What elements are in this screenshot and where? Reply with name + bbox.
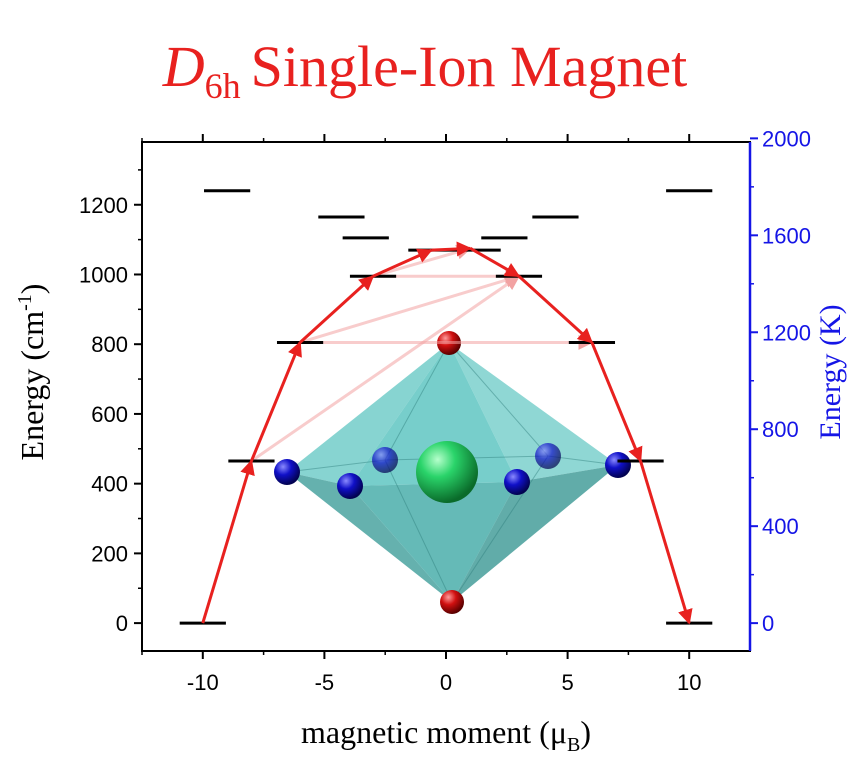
y-left-tick-label: 200 — [91, 541, 128, 566]
y-right-tick-label: 1200 — [762, 320, 811, 345]
y-right-tick-label: 400 — [762, 514, 799, 539]
equatorial-atom — [535, 443, 561, 469]
chart-title: D6h Single-Ion Magnet — [162, 34, 687, 106]
relaxation-arrow — [469, 247, 521, 278]
y-left-tick-label: 600 — [91, 402, 128, 427]
relaxation-arrow — [201, 459, 255, 624]
y-left-tick-label: 1200 — [79, 193, 128, 218]
octahedron-edge — [384, 459, 453, 603]
relaxation-arrow — [590, 341, 643, 463]
faded-transition — [299, 272, 521, 344]
title-rest: Single-Ion Magnet — [251, 34, 688, 99]
y-left-tick-label: 400 — [91, 472, 128, 497]
y-axis-left: 0 200 400 600 800 1000 1200 — [79, 169, 142, 636]
octahedron-edge — [384, 342, 450, 461]
relaxation-arrow — [639, 460, 693, 625]
x-tick-label: 0 — [440, 670, 452, 695]
y-right-tick-label: 1600 — [762, 223, 811, 248]
faded-transition — [250, 274, 521, 463]
y-right-tick-label: 2000 — [762, 126, 811, 151]
relaxation-path — [201, 241, 693, 625]
faded-transition — [372, 244, 472, 278]
axial-atom — [440, 590, 464, 614]
octahedron-face — [449, 343, 618, 482]
y-axis-right: 0 400 800 1200 1600 2000 — [750, 126, 811, 636]
relaxation-arrow — [250, 341, 302, 462]
octahedron-edge — [448, 342, 549, 457]
relaxation-arrow — [431, 241, 472, 257]
x-tick-label: 10 — [677, 670, 701, 695]
y-axis-left-title: Energy (cm-1) — [14, 284, 50, 461]
x-tick-label: -5 — [315, 670, 335, 695]
equatorial-atom — [274, 459, 300, 485]
relaxation-arrow — [372, 248, 433, 278]
octahedron-face — [350, 482, 517, 602]
relaxation-arrow — [299, 275, 375, 344]
y-left-tick-label: 0 — [116, 611, 128, 636]
equatorial-atom — [504, 469, 530, 495]
equatorial-atom — [372, 447, 398, 473]
y-right-tick-label: 800 — [762, 417, 799, 442]
equatorial-atom — [605, 452, 631, 478]
relaxation-arrow — [517, 275, 594, 344]
central-atom — [416, 441, 478, 503]
y-left-tick-label: 1000 — [79, 262, 128, 287]
title-subscript: 6h — [205, 66, 241, 106]
x-tick-label: -10 — [187, 670, 219, 695]
octahedron-face — [287, 472, 452, 602]
x-tick-label: 5 — [561, 670, 573, 695]
octahedron-edge — [286, 459, 386, 473]
title-italic-letter: D — [162, 34, 205, 99]
y-axis-right-title: Energy (K) — [814, 304, 847, 439]
octahedron-edge — [451, 455, 549, 603]
y-left-tick-label: 800 — [91, 332, 128, 357]
molecule-illustration — [274, 331, 631, 614]
octahedron-face — [287, 343, 449, 486]
equatorial-atom — [337, 473, 363, 499]
x-axis: -10 -5 0 5 10 — [141, 134, 701, 695]
y-right-tick-label: 0 — [762, 611, 774, 636]
x-axis-title: magnetic moment (μB) — [301, 714, 591, 756]
octahedron-face — [452, 465, 618, 602]
